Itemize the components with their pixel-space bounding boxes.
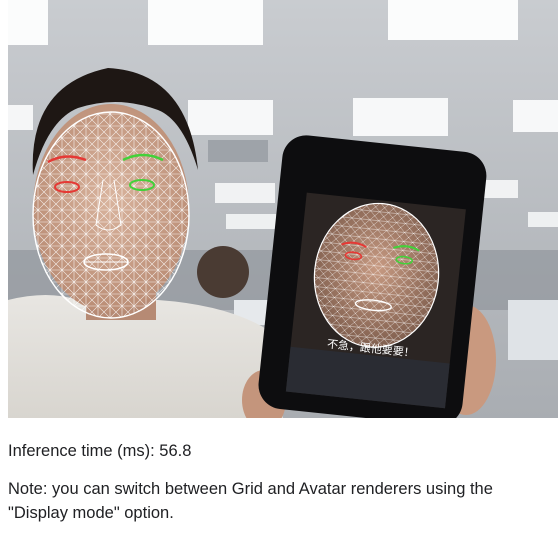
person — [8, 68, 496, 418]
smartphone: 不急，跟他要要！ — [258, 135, 487, 418]
results-panel: Inference time (ms): 56.8 Note: you can … — [8, 440, 553, 525]
display-mode-note: Note: you can switch between Grid and Av… — [8, 480, 493, 522]
inference-time-text: Inference time (ms): 56.8 — [8, 442, 192, 460]
camera-preview: 不急，跟他要要！ — [8, 0, 558, 418]
